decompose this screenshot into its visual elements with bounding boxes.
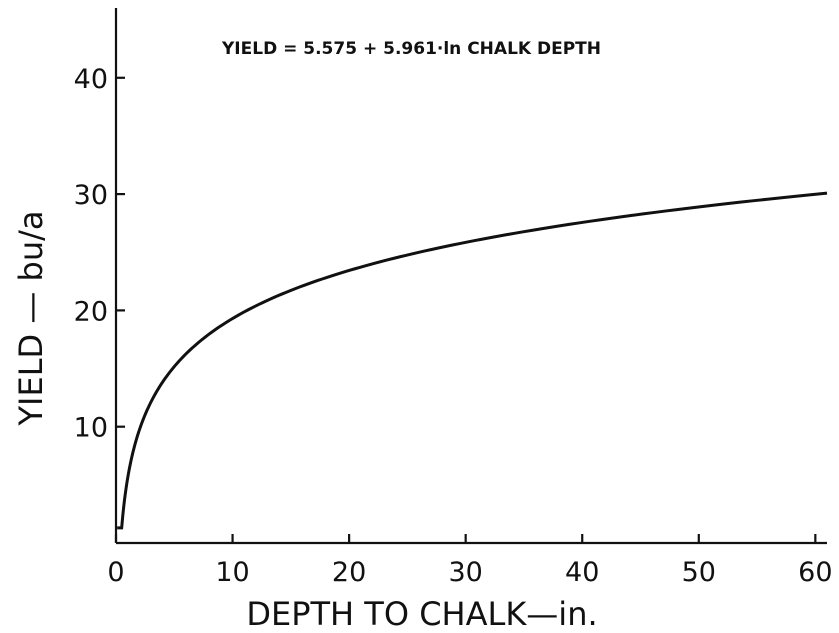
yield-curve-line <box>117 191 828 530</box>
series-group <box>117 191 828 530</box>
y-tick-label: 30 <box>74 180 108 211</box>
x-tick-label: 10 <box>215 557 249 588</box>
x-tick-label: 50 <box>682 557 716 588</box>
y-tick-label: 20 <box>74 296 108 327</box>
x-tick-label: 60 <box>798 557 832 588</box>
x-tick-label: 0 <box>107 557 124 588</box>
y-tick-label: 10 <box>74 413 108 444</box>
y-axis: 10 20 30 40 <box>74 8 125 543</box>
y-axis-title: YIELD — bu/a <box>12 211 50 427</box>
equation-annotation: YIELD = 5.575 + 5.961·ln CHALK DEPTH <box>221 39 601 59</box>
x-axis: 0 10 20 30 40 50 60 <box>107 534 833 588</box>
x-tick-label: 30 <box>448 557 482 588</box>
x-tick-label: 20 <box>332 557 366 588</box>
x-axis-title: DEPTH TO CHALK—in. <box>246 595 597 633</box>
x-tick-label: 40 <box>565 557 599 588</box>
y-tick-label: 40 <box>74 64 108 95</box>
